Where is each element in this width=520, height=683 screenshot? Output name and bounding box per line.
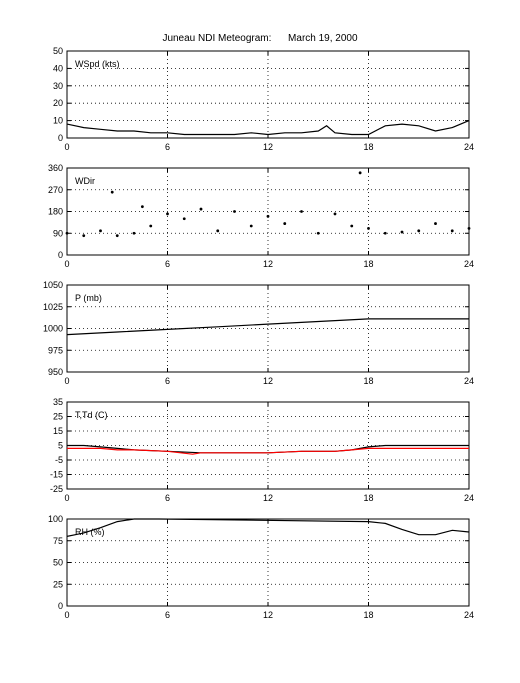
y-tick-label: 0	[58, 133, 63, 143]
y-tick-label: 25	[53, 412, 63, 422]
y-tick-label: 270	[48, 185, 63, 195]
y-tick-label: 180	[48, 207, 63, 217]
x-tick-label: 24	[464, 610, 474, 620]
x-tick-label: 24	[464, 493, 474, 503]
y-tick-label: 40	[53, 63, 63, 73]
x-tick-label: 18	[363, 376, 373, 386]
x-tick-label: 24	[464, 142, 474, 152]
panel-label: T,Td (C)	[75, 410, 108, 420]
panel-label: P (mb)	[75, 293, 102, 303]
data-point	[166, 212, 169, 216]
x-tick-label: 12	[263, 493, 273, 503]
x-tick-label: 0	[64, 142, 69, 152]
data-point	[300, 210, 303, 213]
data-point	[350, 224, 354, 228]
data-point	[110, 190, 114, 194]
y-tick-label: 15	[53, 426, 63, 436]
x-tick-label: 6	[165, 259, 170, 269]
y-tick-label: 1025	[43, 302, 63, 312]
y-tick-label: 25	[53, 579, 63, 589]
y-tick-label: 100	[48, 514, 63, 524]
x-tick-label: 24	[464, 259, 474, 269]
y-tick-label: 1000	[43, 324, 63, 334]
page-title: Juneau NDI Meteogram: March 19, 2000	[162, 33, 358, 44]
y-tick-label: 0	[58, 601, 63, 611]
data-point	[216, 229, 220, 233]
x-tick-label: 24	[464, 376, 474, 386]
data-point	[65, 231, 69, 235]
x-tick-label: 18	[363, 142, 373, 152]
data-point	[417, 229, 421, 233]
data-point	[283, 222, 287, 225]
data-point	[316, 231, 320, 235]
y-tick-label: 1050	[43, 280, 63, 290]
series-line	[66, 120, 470, 136]
y-tick-label: 950	[48, 367, 63, 377]
y-tick-label: 20	[53, 98, 63, 108]
data-point	[434, 222, 437, 225]
data-point	[115, 234, 119, 238]
y-tick-label: -25	[50, 484, 63, 494]
data-point	[358, 171, 362, 175]
y-tick-label: 50	[53, 558, 63, 568]
data-point	[233, 210, 236, 213]
x-tick-label: 0	[64, 610, 69, 620]
data-point	[249, 224, 253, 228]
x-tick-label: 12	[263, 259, 273, 269]
panel-label: WSpd (kts)	[75, 59, 120, 69]
y-tick-label: -15	[50, 470, 63, 480]
y-tick-label: 5	[58, 441, 63, 451]
data-point	[467, 227, 471, 230]
data-point	[149, 224, 153, 228]
data-point	[182, 217, 186, 221]
data-point	[400, 230, 404, 234]
data-point	[140, 205, 144, 209]
data-point	[383, 231, 387, 235]
y-tick-label: 50	[53, 46, 63, 56]
data-point	[333, 212, 337, 216]
series-line	[66, 318, 469, 336]
x-tick-label: 12	[263, 142, 273, 152]
x-tick-label: 0	[64, 493, 69, 503]
x-tick-label: 0	[64, 376, 69, 386]
x-tick-label: 18	[363, 493, 373, 503]
x-tick-label: 6	[165, 376, 170, 386]
data-point	[367, 227, 370, 230]
data-point	[99, 229, 102, 233]
x-tick-label: 12	[263, 376, 273, 386]
x-tick-label: 6	[165, 493, 170, 503]
data-point	[82, 234, 86, 238]
y-tick-label: 90	[53, 228, 63, 238]
x-tick-label: 12	[263, 610, 273, 620]
y-tick-label: 975	[48, 345, 63, 355]
x-tick-label: 18	[363, 610, 373, 620]
data-point	[266, 214, 270, 218]
y-tick-label: 75	[53, 536, 63, 546]
x-tick-label: 0	[64, 259, 69, 269]
y-tick-label: -5	[55, 455, 63, 465]
y-tick-label: 0	[58, 250, 63, 260]
y-tick-label: 30	[53, 81, 63, 91]
series-line	[67, 447, 469, 455]
x-tick-label: 6	[165, 610, 170, 620]
panel-label: RH (%)	[75, 527, 105, 537]
data-point	[199, 207, 203, 211]
x-tick-label: 18	[363, 259, 373, 269]
data-point	[132, 231, 136, 235]
series-line	[66, 518, 470, 537]
y-tick-label: 10	[53, 116, 63, 126]
y-tick-label: 35	[53, 397, 63, 407]
y-tick-label: 360	[48, 163, 63, 173]
data-point	[450, 229, 454, 233]
panel-label: WDir	[75, 176, 95, 186]
x-tick-label: 6	[165, 142, 170, 152]
